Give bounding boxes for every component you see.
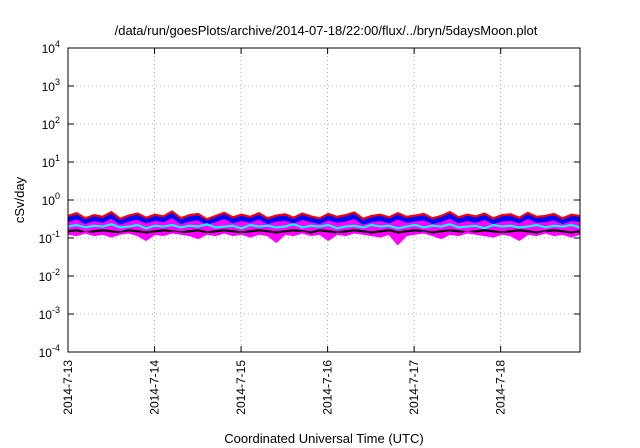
x-tick-label: 2014-7-13 [61, 360, 75, 415]
series-line [67, 223, 581, 230]
y-tick-label: 104 [42, 39, 60, 56]
grid [68, 48, 580, 352]
series-line [67, 231, 581, 245]
x-tick-label: 2014-7-15 [234, 360, 248, 415]
series-line [67, 215, 581, 225]
series-line [67, 229, 581, 234]
x-tick-label: 2014-7-16 [321, 360, 335, 415]
x-tick-label: 2014-7-14 [148, 360, 162, 415]
ticks: 10-4 10-3 10-2 10-1 100 101 102 103 104 2014-7-13… [39, 39, 580, 415]
x-axis-label: Coordinated Universal Time (UTC) [224, 431, 423, 446]
x-tick-label: 2014-7-17 [407, 360, 421, 415]
y-tick-label: 10-4 [39, 343, 60, 360]
y-tick-label: 10-1 [39, 229, 60, 246]
y-tick-label: 100 [42, 191, 60, 208]
y-tick-label: 103 [42, 77, 60, 94]
series-line [67, 210, 581, 221]
y-tick-label: 101 [42, 153, 60, 170]
y-axis-label: cSv/day [12, 176, 27, 223]
y-tick-label: 10-3 [39, 305, 60, 322]
y-tick-label: 10-2 [39, 267, 60, 284]
series-layer [67, 210, 581, 245]
y-tick-label: 102 [42, 115, 60, 132]
chart-title: /data/run/goesPlots/archive/2014-07-18/2… [115, 23, 538, 38]
x-tick-label: 2014-7-18 [494, 360, 508, 415]
